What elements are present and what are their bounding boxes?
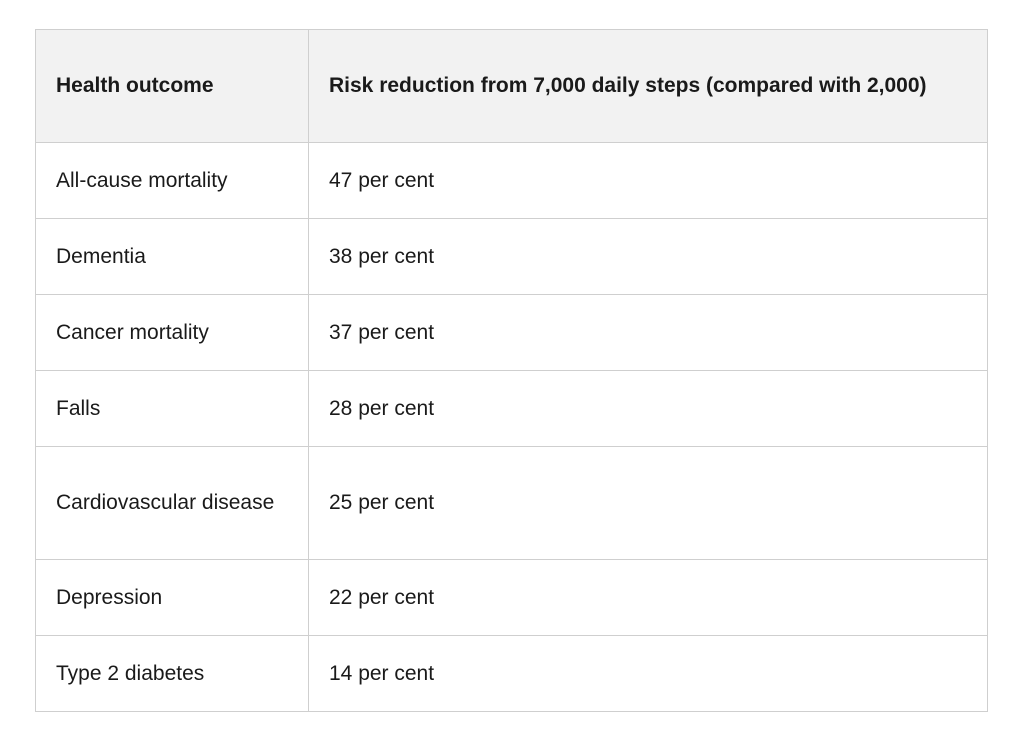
health-outcome-cell: Dementia (35, 218, 309, 295)
header-risk-reduction-label: Risk reduction from 7,000 daily steps (c… (329, 74, 927, 97)
header-health-outcome: Health outcome (35, 29, 309, 143)
risk-reduction-cell: 28 per cent (308, 370, 988, 447)
health-outcome-cell: Cancer mortality (35, 294, 309, 371)
health-outcome-cell: Type 2 diabetes (35, 635, 309, 712)
table-row: Depression 22 per cent (35, 559, 988, 636)
header-risk-reduction: Risk reduction from 7,000 daily steps (c… (308, 29, 988, 143)
table-row: Type 2 diabetes 14 per cent (35, 635, 988, 712)
table-header: Health outcome Risk reduction from 7,000… (35, 29, 988, 143)
table-body: All-cause mortality 47 per cent Dementia… (35, 142, 988, 712)
risk-reduction-cell: 47 per cent (308, 142, 988, 219)
table-row: All-cause mortality 47 per cent (35, 142, 988, 219)
health-outcome-cell: Cardiovascular disease (35, 446, 309, 560)
table-row: Dementia 38 per cent (35, 218, 988, 295)
risk-reduction-cell: 37 per cent (308, 294, 988, 371)
risk-reduction-table-container: Health outcome Risk reduction from 7,000… (35, 29, 988, 712)
risk-reduction-cell: 38 per cent (308, 218, 988, 295)
risk-reduction-cell: 25 per cent (308, 446, 988, 560)
health-outcome-cell: All-cause mortality (35, 142, 309, 219)
table-row: Cardiovascular disease 25 per cent (35, 446, 988, 560)
table-row: Cancer mortality 37 per cent (35, 294, 988, 371)
health-outcome-cell: Falls (35, 370, 309, 447)
table-row: Falls 28 per cent (35, 370, 988, 447)
risk-reduction-cell: 22 per cent (308, 559, 988, 636)
header-health-outcome-label: Health outcome (56, 74, 214, 97)
risk-reduction-cell: 14 per cent (308, 635, 988, 712)
risk-reduction-table: Health outcome Risk reduction from 7,000… (35, 29, 988, 712)
health-outcome-cell: Depression (35, 559, 309, 636)
table-header-row: Health outcome Risk reduction from 7,000… (35, 29, 988, 143)
